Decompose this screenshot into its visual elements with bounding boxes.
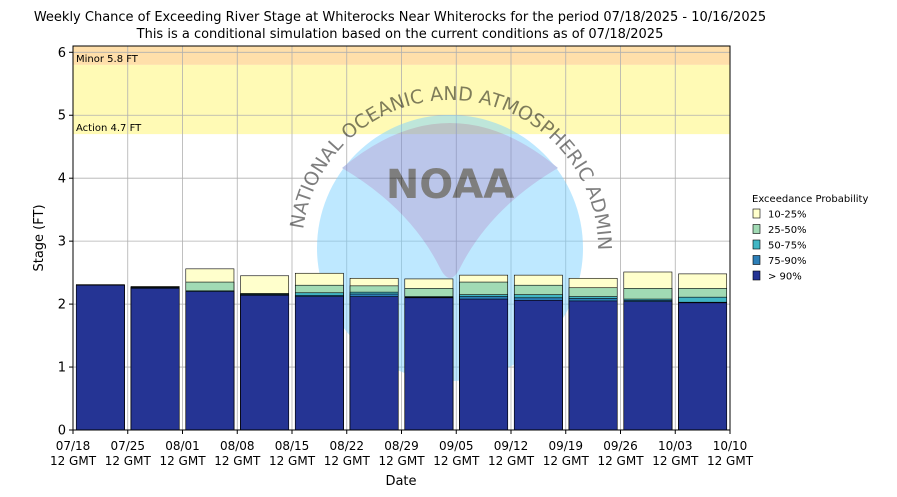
x-tick-date: 10/03 bbox=[658, 439, 693, 453]
threshold-labels: Minor 5.8 FT Action 4.7 FT bbox=[76, 54, 142, 134]
watermark-center-text: NOAA bbox=[386, 162, 514, 208]
x-tick-time: 12 GMT bbox=[652, 454, 699, 468]
legend-label: 25-50% bbox=[768, 225, 807, 236]
y-tick-label: 2 bbox=[58, 298, 66, 313]
x-tick-date: 07/25 bbox=[110, 439, 145, 453]
x-axis-label: Date bbox=[385, 474, 416, 489]
legend-title: Exceedance Probability bbox=[752, 194, 868, 205]
chart-title: Weekly Chance of Exceeding River Stage a… bbox=[34, 10, 766, 25]
x-tick-date: 08/15 bbox=[275, 439, 310, 453]
bar--90- bbox=[349, 296, 399, 431]
bars bbox=[75, 268, 728, 431]
bar--90- bbox=[678, 302, 728, 431]
x-tick-date: 09/12 bbox=[494, 439, 529, 453]
watermark-gull bbox=[342, 123, 558, 278]
x-tick-time: 12 GMT bbox=[50, 454, 97, 468]
y-tick-label: 3 bbox=[58, 235, 66, 250]
x-tick-time: 12 GMT bbox=[597, 454, 644, 468]
x-tick-time: 12 GMT bbox=[488, 454, 535, 468]
chart-subtitle: This is a conditional simulation based o… bbox=[136, 27, 664, 42]
legend-label: 10-25% bbox=[768, 210, 807, 221]
threshold-label: Action 4.7 FT bbox=[76, 123, 142, 134]
x-tick-time: 12 GMT bbox=[433, 454, 480, 468]
x-tick-date: 08/01 bbox=[165, 439, 200, 453]
bar--90- bbox=[459, 298, 509, 431]
x-tick-time: 12 GMT bbox=[707, 454, 754, 468]
x-tick-time: 12 GMT bbox=[543, 454, 590, 468]
x-tick-time: 12 GMT bbox=[105, 454, 152, 468]
legend-swatch bbox=[752, 224, 761, 234]
y-axis: 0 1 2 3 4 5 6 bbox=[58, 46, 73, 439]
bar--90- bbox=[75, 284, 125, 431]
legend: Exceedance Probability 10-25% 25-50% 50-75%… bbox=[752, 194, 868, 283]
legend-swatch bbox=[752, 270, 761, 281]
legend-swatch bbox=[752, 239, 761, 250]
threshold-label: Minor 5.8 FT bbox=[76, 54, 139, 65]
legend-label: 50-75% bbox=[768, 241, 807, 252]
x-tick-date: 09/26 bbox=[603, 439, 638, 453]
y-tick-label: 6 bbox=[58, 46, 66, 61]
bar--90- bbox=[623, 301, 673, 431]
x-tick-time: 12 GMT bbox=[324, 454, 371, 468]
y-tick-label: 0 bbox=[58, 424, 66, 439]
x-tick-date: 07/18 bbox=[56, 439, 91, 453]
y-tick-label: 4 bbox=[58, 172, 66, 187]
x-tick-time: 12 GMT bbox=[214, 454, 261, 468]
y-tick-label: 1 bbox=[58, 361, 66, 376]
x-tick-date: 08/29 bbox=[384, 439, 419, 453]
x-tick-date: 09/19 bbox=[548, 439, 583, 453]
bar--90- bbox=[294, 296, 344, 431]
x-tick-date: 09/05 bbox=[439, 439, 474, 453]
x-tick-date: 10/10 bbox=[713, 439, 748, 453]
legend-swatch bbox=[752, 208, 761, 219]
bar--90- bbox=[240, 294, 290, 431]
x-tick-time: 12 GMT bbox=[269, 454, 316, 468]
y-tick-label: 5 bbox=[58, 109, 66, 124]
bar--90- bbox=[404, 297, 454, 431]
bar--90- bbox=[130, 288, 180, 431]
legend-label: > 90% bbox=[768, 272, 802, 283]
x-tick-date: 08/22 bbox=[329, 439, 364, 453]
bar--90- bbox=[185, 291, 235, 431]
legend-label: 75-90% bbox=[768, 256, 807, 267]
bar--90- bbox=[568, 300, 618, 431]
x-tick-time: 12 GMT bbox=[378, 454, 425, 468]
legend-swatch bbox=[752, 255, 761, 265]
x-tick-date: 08/08 bbox=[220, 439, 255, 453]
bar--90- bbox=[513, 300, 563, 431]
y-axis-label: Stage (FT) bbox=[32, 204, 47, 271]
x-tick-time: 12 GMT bbox=[159, 454, 206, 468]
